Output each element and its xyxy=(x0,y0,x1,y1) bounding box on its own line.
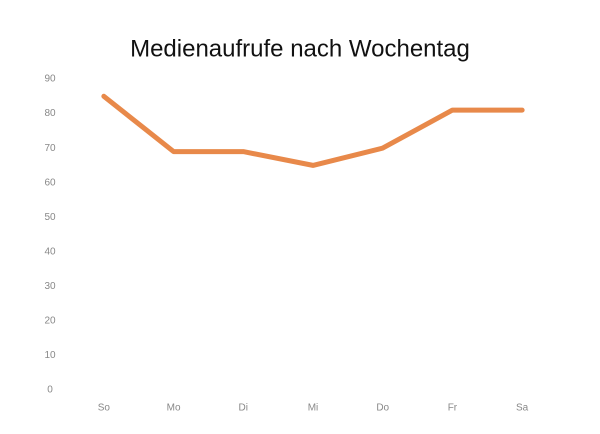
x-tick-label: So xyxy=(98,403,111,414)
y-tick-label: 0 xyxy=(47,385,53,396)
x-tick-label: Mo xyxy=(167,403,181,414)
y-tick-label: 20 xyxy=(44,316,56,327)
x-tick-label: Fr xyxy=(448,403,458,414)
x-tick-label: Sa xyxy=(516,403,529,414)
y-tick-label: 30 xyxy=(44,281,56,292)
y-tick-label: 10 xyxy=(44,350,56,361)
x-tick-label: Di xyxy=(239,403,248,414)
y-tick-label: 90 xyxy=(44,74,56,85)
chart-title: Medienaufrufe nach Wochentag xyxy=(130,35,470,62)
y-tick-label: 60 xyxy=(44,177,56,188)
y-tick-label: 40 xyxy=(44,246,56,257)
y-tick-label: 80 xyxy=(44,108,56,119)
y-tick-label: 50 xyxy=(44,212,56,223)
x-tick-label: Do xyxy=(376,403,389,414)
line xyxy=(101,93,525,168)
x-tick-label: Mi xyxy=(308,403,319,414)
y-tick-label: 70 xyxy=(44,143,56,154)
